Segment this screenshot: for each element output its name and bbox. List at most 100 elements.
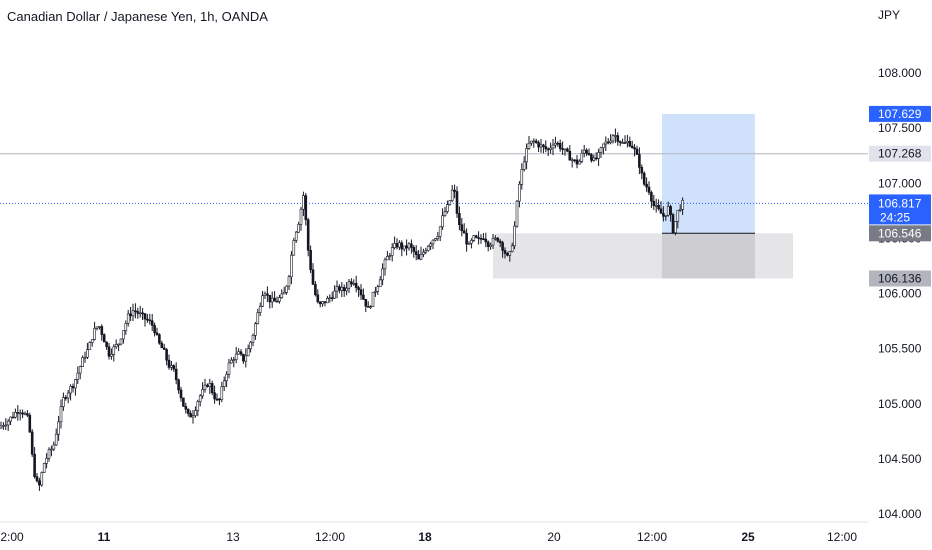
candle-body bbox=[14, 412, 17, 418]
candle-body bbox=[448, 200, 452, 206]
candle-body bbox=[352, 282, 356, 285]
candle-body bbox=[174, 368, 178, 381]
candle-body bbox=[362, 294, 365, 300]
candle-body bbox=[669, 206, 672, 215]
candle-body bbox=[4, 424, 8, 427]
candle-body bbox=[539, 144, 543, 148]
candle-body bbox=[110, 354, 113, 357]
candle-body bbox=[458, 213, 461, 226]
candle-body bbox=[98, 326, 101, 328]
candle-body bbox=[659, 208, 663, 214]
candle-body bbox=[549, 147, 552, 150]
candle-body bbox=[306, 219, 310, 251]
candle-body bbox=[638, 154, 641, 168]
candle-body bbox=[486, 241, 490, 247]
risk-zone-box bbox=[662, 233, 755, 279]
candle-body bbox=[398, 242, 401, 248]
candle-body bbox=[309, 249, 312, 271]
candle-body bbox=[578, 161, 581, 165]
candle-body bbox=[611, 135, 615, 142]
target-zone-box bbox=[662, 113, 755, 234]
candle-body bbox=[136, 311, 140, 314]
candle-body bbox=[484, 238, 488, 243]
candle-body bbox=[182, 397, 185, 407]
candle-body bbox=[378, 279, 382, 288]
candle-body bbox=[47, 449, 51, 459]
candle-body bbox=[676, 209, 680, 222]
candle-body bbox=[405, 245, 408, 249]
candle-body bbox=[35, 476, 39, 482]
candle-body bbox=[90, 339, 94, 343]
candle-body bbox=[280, 293, 284, 298]
candle-body bbox=[489, 244, 492, 247]
candle-body bbox=[520, 169, 524, 185]
candle-body bbox=[436, 236, 440, 239]
candle-body bbox=[393, 243, 396, 248]
candle-body bbox=[573, 159, 576, 162]
candle-body bbox=[357, 287, 360, 290]
candle-body bbox=[326, 298, 329, 304]
candle-body bbox=[400, 242, 404, 250]
x-tick-label: 20 bbox=[547, 530, 561, 544]
candle-body bbox=[494, 237, 497, 240]
candle-body bbox=[285, 285, 288, 293]
candle-body bbox=[599, 147, 603, 153]
candle-body bbox=[614, 135, 617, 137]
candle-body bbox=[318, 301, 322, 305]
candle-body bbox=[167, 359, 171, 368]
candle-body bbox=[191, 415, 195, 418]
candle-body bbox=[328, 297, 332, 300]
candles bbox=[0, 128, 684, 491]
candle-body bbox=[479, 237, 483, 240]
candle-body bbox=[623, 142, 627, 144]
candle-body bbox=[482, 238, 485, 240]
candle-body bbox=[640, 167, 644, 174]
candle-body bbox=[542, 144, 545, 147]
candle-body bbox=[117, 343, 120, 346]
candle-body bbox=[618, 141, 622, 143]
candle-body bbox=[544, 146, 548, 150]
candle-body bbox=[609, 140, 612, 143]
candle-body bbox=[270, 297, 274, 303]
candle-body bbox=[28, 414, 32, 433]
candle-body bbox=[33, 453, 36, 477]
candle-body bbox=[21, 412, 24, 415]
candle-body bbox=[177, 379, 180, 391]
candle-body bbox=[198, 395, 202, 402]
candle-body bbox=[95, 326, 99, 329]
candle-body bbox=[160, 342, 164, 349]
candle-body bbox=[323, 301, 327, 304]
candle-body bbox=[412, 247, 416, 252]
x-tick-label: 13 bbox=[226, 530, 240, 544]
candle-body bbox=[635, 148, 639, 155]
candle-body bbox=[69, 386, 72, 394]
target-price-tag-bg bbox=[869, 105, 931, 122]
candle-body bbox=[208, 383, 212, 387]
y-tick-label: 105.500 bbox=[878, 342, 922, 356]
candle-body bbox=[93, 328, 96, 340]
candle-body bbox=[143, 313, 147, 320]
candle-body bbox=[40, 472, 44, 486]
candle-body bbox=[249, 341, 252, 350]
candle-body bbox=[506, 253, 509, 256]
candle-body bbox=[604, 141, 608, 145]
candle-body bbox=[189, 413, 192, 418]
candle-body bbox=[369, 306, 372, 308]
candle-body bbox=[129, 313, 132, 317]
candle-body bbox=[225, 373, 228, 382]
candle-body bbox=[165, 349, 168, 361]
candle-body bbox=[23, 413, 27, 415]
candle-body bbox=[642, 172, 646, 185]
candle-body bbox=[220, 386, 224, 400]
candle-body bbox=[657, 204, 660, 210]
candle-body bbox=[626, 140, 629, 144]
candle-body bbox=[563, 148, 567, 151]
candle-body bbox=[410, 243, 413, 248]
y-tick-label: 108.000 bbox=[878, 66, 922, 80]
candle-body bbox=[645, 183, 648, 188]
line-price-tag-bg bbox=[869, 145, 931, 162]
candle-body bbox=[237, 351, 240, 355]
candle-body bbox=[150, 320, 154, 326]
candle-body bbox=[45, 458, 48, 464]
